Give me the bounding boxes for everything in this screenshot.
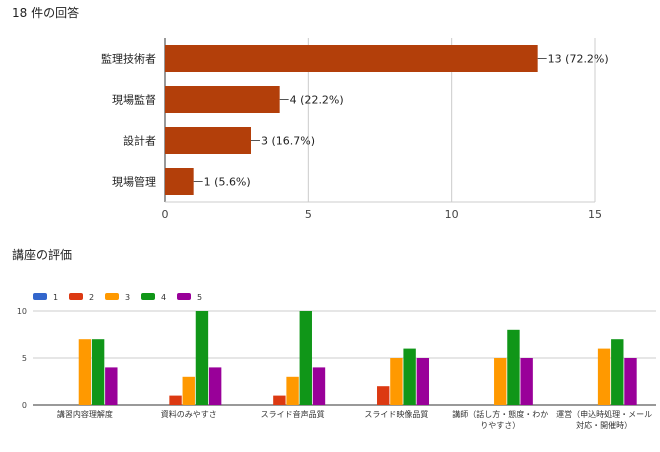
legend-swatch [105,293,119,300]
category-label: 現場監督 [112,93,156,107]
category-label: 設計者 [123,134,156,148]
bar [165,127,251,154]
y-tick-label: 10 [17,307,27,316]
category-label: 資料のみやすさ [161,409,217,419]
legend-swatch [141,293,155,300]
data-label: 4 (22.2%) [290,94,344,107]
bar [91,339,105,405]
legend-label: 5 [197,293,202,302]
bar [182,376,195,405]
bar [520,358,533,405]
x-tick-label: 5 [305,208,312,221]
bar [507,329,520,405]
bar [416,358,430,405]
category-label: スライド映像品質 [364,409,428,419]
role-bar-chart: 0 5 10 15 監理技術者 13 (72.2%) 現場監督 4 (22.2%) 設計者 3 (… [101,38,609,221]
category-label: 対応・開催時） [576,420,632,430]
data-label: 13 (72.2%) [548,53,609,66]
y-tick-label: 5 [22,354,27,363]
legend-label: 2 [89,293,94,302]
legend-swatch [33,293,47,300]
bar [377,386,390,405]
bar [390,358,403,405]
x-tick-label: 0 [162,208,169,221]
legend-label: 3 [125,293,130,302]
bar [299,311,312,405]
category-label: りやすさ） [480,421,520,430]
category-label: 運営（申込時処理・メール [556,409,652,419]
bar [165,86,280,113]
bar [624,358,637,405]
x-tick-label: 15 [588,208,602,221]
bar [169,395,182,405]
category-label: 現場管理 [112,175,156,189]
x-tick-label: 10 [445,208,459,221]
bar [195,311,209,405]
bar [312,367,326,405]
response-count: 18 件の回答 [12,6,80,20]
category-label: 監理技術者 [101,52,156,66]
bar [611,339,624,405]
bar [403,348,416,405]
legend-swatch [177,293,191,300]
category-label: 講習内容理解度 [57,409,113,419]
bar [165,168,194,195]
bar [78,339,92,405]
bar [208,367,222,405]
data-label: 3 (16.7%) [261,135,315,148]
bar [165,45,538,72]
data-label: 1 (5.6%) [204,176,251,189]
section-title-evaluation: 講座の評価 [12,248,73,262]
legend-label: 1 [53,293,58,302]
category-label: スライド音声品質 [261,409,325,419]
bar [597,348,611,405]
y-tick-label: 0 [22,401,27,410]
category-label: 講師（話し方・態度・わか [452,409,548,419]
legend-label: 4 [161,293,166,302]
bar [273,395,286,405]
bar [286,376,299,405]
bar [494,358,507,405]
bar [105,367,118,405]
legend-swatch [69,293,83,300]
